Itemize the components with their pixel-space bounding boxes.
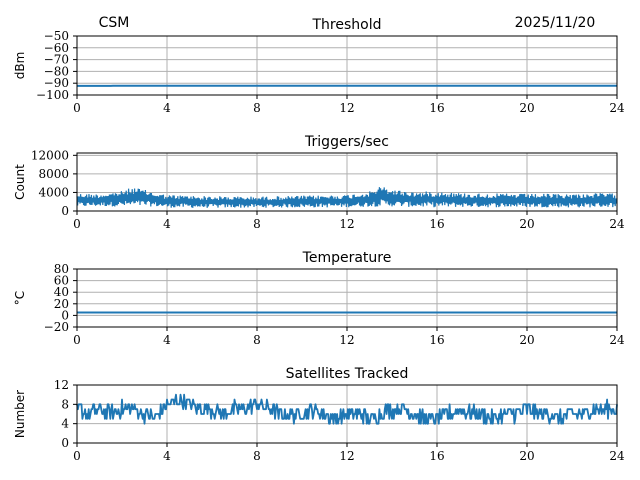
- x-tick-label: 12: [339, 217, 354, 231]
- y-tick-label: 0: [61, 204, 69, 218]
- chart-title: Threshold: [312, 17, 382, 33]
- y-tick-label: −20: [44, 320, 69, 334]
- x-tick-label: 16: [429, 333, 444, 347]
- y-tick-label: −70: [44, 53, 69, 67]
- x-tick-label: 0: [73, 101, 81, 115]
- y-tick-label: 0: [61, 436, 69, 450]
- y-tick-label: 8000: [38, 167, 69, 181]
- x-tick-label: 8: [253, 449, 261, 463]
- x-tick-label: 20: [519, 101, 534, 115]
- x-tick-label: 0: [73, 217, 81, 231]
- x-tick-label: 12: [339, 449, 354, 463]
- x-tick-label: 0: [73, 449, 81, 463]
- x-tick-label: 24: [609, 333, 625, 347]
- y-tick-label: −50: [44, 29, 69, 43]
- x-tick-label: 12: [339, 101, 354, 115]
- x-tick-label: 24: [609, 101, 625, 115]
- x-tick-label: 8: [253, 217, 261, 231]
- y-tick-label: 60: [54, 274, 69, 288]
- x-tick-label: 8: [253, 333, 261, 347]
- y-tick-label: −90: [44, 76, 69, 90]
- panel-1: Threshold dBm 0 4 8 12 16 20 24 −100−90−80−70−60−…: [13, 17, 625, 115]
- x-tick-label: 16: [429, 449, 444, 463]
- x-tick-label: 4: [163, 449, 171, 463]
- y-tick-label: 40: [54, 285, 69, 299]
- chart-title: Temperature: [302, 250, 392, 266]
- y-axis-label: dBm: [13, 52, 27, 80]
- y-tick-label: −60: [44, 41, 69, 55]
- x-tick-label: 16: [429, 217, 444, 231]
- chart-title: Satellites Tracked: [286, 366, 409, 382]
- y-tick-label: 80: [54, 262, 69, 276]
- y-tick-label: 4: [61, 417, 69, 431]
- x-tick-label: 20: [519, 217, 534, 231]
- y-axis-label: Count: [13, 164, 27, 200]
- y-tick-label: 12: [54, 378, 69, 392]
- x-tick-label: 24: [609, 449, 625, 463]
- x-tick-label: 20: [519, 449, 534, 463]
- x-tick-label: 16: [429, 101, 444, 115]
- y-axis-label: °C: [13, 291, 27, 305]
- x-tick-label: 4: [163, 217, 171, 231]
- x-tick-label: 24: [609, 217, 625, 231]
- x-tick-label: 20: [519, 333, 534, 347]
- y-tick-label: 8: [61, 397, 69, 411]
- y-tick-label: −100: [36, 88, 69, 102]
- x-tick-label: 4: [163, 101, 171, 115]
- x-tick-label: 0: [73, 333, 81, 347]
- y-tick-label: 0: [61, 308, 69, 322]
- y-axis-label: Number: [13, 390, 27, 438]
- series-line: [76, 393, 618, 425]
- chart-title: Triggers/sec: [304, 134, 389, 150]
- y-tick-label: 20: [54, 297, 69, 311]
- x-tick-label: 12: [339, 333, 354, 347]
- x-tick-label: 8: [253, 101, 261, 115]
- station-label: CSM: [99, 15, 130, 31]
- series-line: [76, 187, 618, 208]
- y-tick-label: 12000: [31, 148, 69, 162]
- panel-4: Satellites Tracked Number 0 4 8 12 16 20 24 0 4 8 12: [13, 366, 625, 463]
- y-tick-label: −80: [44, 64, 69, 78]
- x-tick-label: 4: [163, 333, 171, 347]
- panel-2: Triggers/sec Count 0 4 8 12 16 20 24 0 4000 8000 120…: [13, 134, 625, 231]
- date-label: 2025/11/20: [515, 15, 596, 31]
- y-tick-label: 4000: [38, 185, 69, 199]
